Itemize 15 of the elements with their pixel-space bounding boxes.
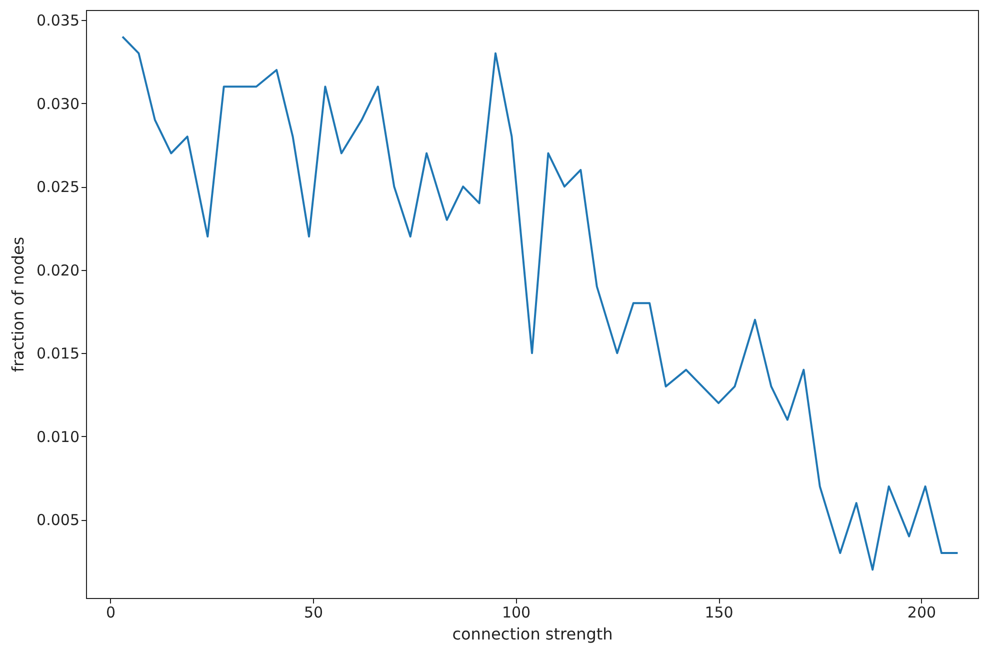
y-tick-label: 0.020	[36, 261, 80, 280]
x-tick-label: 200	[907, 604, 936, 622]
y-tick-label: 0.025	[36, 178, 80, 196]
x-tick-label: 0	[106, 604, 116, 622]
x-tick-label: 50	[304, 604, 324, 622]
y-tick-label: 0.010	[36, 428, 80, 446]
x-axis-title: connection strength	[452, 624, 613, 644]
x-tick-label: 150	[704, 604, 734, 622]
y-tick-label: 0.030	[36, 94, 80, 113]
line-series	[121, 36, 959, 571]
y-tick-label: 0.015	[36, 344, 80, 363]
y-tick-label: 0.035	[36, 11, 80, 30]
x-tick-label: 100	[502, 604, 531, 622]
y-axis-title: fraction of nodes	[8, 236, 28, 372]
y-tick-label: 0.005	[36, 511, 80, 530]
